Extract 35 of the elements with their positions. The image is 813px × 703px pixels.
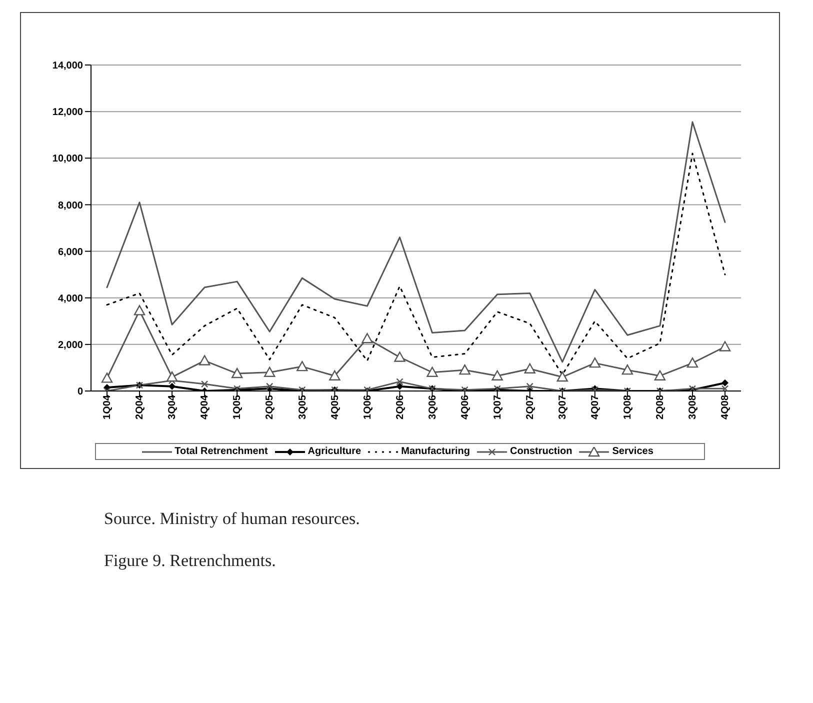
legend-label: Services: [612, 446, 654, 457]
legend-label: Total Retrenchment: [174, 446, 268, 457]
x-tick-label: 3Q06: [427, 394, 438, 420]
y-tick-label: 12,000: [52, 107, 84, 118]
x-tick-label: 2Q07: [524, 394, 536, 420]
y-tick-label: 4,000: [58, 293, 84, 304]
x-tick-label: 1Q08: [622, 394, 634, 420]
x-tick-label: 2Q04: [134, 394, 146, 420]
y-tick-label: 8,000: [58, 200, 84, 212]
x-tick-label: 3Q07: [557, 394, 568, 420]
x-tick-label: 2Q06: [394, 394, 406, 420]
x-tick-label: 2Q05: [264, 394, 276, 420]
x-tick-label: 4Q08: [720, 394, 732, 420]
x-tick-label: 1Q04: [102, 394, 114, 420]
x-tick-label: 3Q08: [688, 394, 699, 420]
x-tick-label: 4Q07: [590, 394, 601, 420]
x-tick-label: 4Q04: [200, 394, 211, 420]
x-tick-label: 1Q05: [232, 394, 244, 420]
y-tick-label: 14,000: [52, 60, 84, 72]
x-tick-label: 3Q05: [297, 394, 308, 420]
legend-label: Manufacturing: [401, 446, 470, 457]
x-tick-label: 4Q06: [460, 394, 471, 420]
x-tick-label: 3Q04: [167, 394, 178, 420]
x-tick-label: 1Q07: [492, 394, 504, 420]
legend-label: Agriculture: [308, 446, 362, 457]
legend-label: Construction: [510, 446, 572, 457]
x-tick-label: 4Q05: [330, 394, 341, 420]
caption: Figure 9. Retrenchments.: [104, 551, 277, 571]
y-tick-label: 10,000: [52, 154, 84, 165]
x-tick-label: 2Q08: [655, 394, 666, 420]
x-tick-label: 1Q06: [362, 394, 374, 420]
y-tick-label: 0: [77, 386, 84, 398]
y-tick-label: 2,000: [58, 340, 84, 351]
source-note: Source. Ministry of human resources.: [104, 509, 361, 529]
y-tick-label: 6,000: [58, 246, 84, 258]
